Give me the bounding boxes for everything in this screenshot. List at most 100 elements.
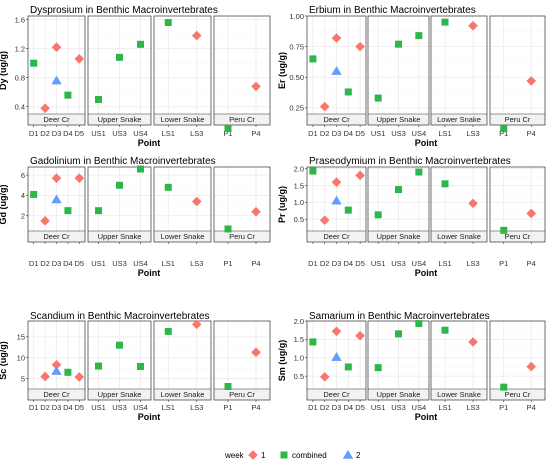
data-point <box>64 368 72 376</box>
x-tick-label: P1 <box>499 129 508 138</box>
x-tick-label: P4 <box>251 403 260 412</box>
facet-strip <box>368 231 429 242</box>
x-tick-label: D2 <box>40 403 50 412</box>
x-tick-label: US3 <box>112 403 127 412</box>
facet-strip <box>28 389 85 400</box>
chart-title: Scandium in Benthic Macroinvertebrates <box>30 311 210 322</box>
facet-border <box>213 15 271 126</box>
x-tick-label: D3 <box>332 259 342 268</box>
facet-strip-label: Deer Cr <box>323 232 350 241</box>
data-point <box>500 125 508 133</box>
y-tick-label: 15 <box>17 333 25 342</box>
x-tick-label: D1 <box>308 403 318 412</box>
data-point <box>164 19 172 27</box>
x-tick-label: D2 <box>320 403 330 412</box>
x-tick-label: D2 <box>40 259 50 268</box>
facet-strip-label: Upper Snake <box>98 232 142 241</box>
data-point <box>319 215 330 226</box>
data-point <box>95 95 102 103</box>
x-tick-label: D3 <box>52 259 62 268</box>
facet-strip <box>490 389 545 400</box>
data-point <box>331 66 342 75</box>
data-point <box>51 194 62 204</box>
data-point <box>415 32 423 40</box>
data-point <box>224 225 232 233</box>
facet-border <box>153 320 212 401</box>
data-point <box>415 168 423 176</box>
y-tick-label: 2.0 <box>294 317 304 326</box>
x-tick-label: D1 <box>29 259 39 268</box>
facet-border <box>489 15 546 126</box>
data-point <box>191 196 202 207</box>
data-point <box>40 103 50 113</box>
data-point <box>374 364 382 372</box>
x-tick-label: D1 <box>29 129 39 138</box>
x-tick-label: LS1 <box>438 129 451 138</box>
y-tick-label: 2.0 <box>294 164 304 173</box>
data-point <box>51 42 62 53</box>
facet-border <box>430 166 488 243</box>
data-point <box>251 81 261 92</box>
x-tick-label: P4 <box>251 259 260 268</box>
facet-strip-label: Upper Snake <box>377 232 421 241</box>
data-point <box>164 183 172 191</box>
x-axis-label: Point <box>138 268 161 278</box>
chart-title: Erbium in Benthic Macroinvertebrates <box>309 5 476 16</box>
x-tick-label: P4 <box>251 129 260 138</box>
x-tick-label: D3 <box>52 403 62 412</box>
x-tick-label: D2 <box>320 259 330 268</box>
y-tick-label: 1.00 <box>289 12 304 21</box>
x-tick-label: LS3 <box>466 259 479 268</box>
chart-title: Samarium in Benthic Macroinvertebrates <box>309 311 490 322</box>
legend-label: 2 <box>356 451 361 460</box>
y-tick-label: 1.6 <box>15 15 25 24</box>
facet-panel <box>154 167 211 231</box>
data-point <box>441 326 449 334</box>
facet-strip <box>368 114 429 125</box>
data-point <box>309 338 317 346</box>
x-tick-label: D5 <box>75 259 85 268</box>
y-axis-label: Sc (ug/g) <box>0 341 8 380</box>
x-tick-label: LS1 <box>162 129 175 138</box>
data-point <box>251 347 261 358</box>
x-tick-label: LS1 <box>438 259 451 268</box>
facet-strip-label: Peru Cr <box>229 232 255 241</box>
data-point <box>331 352 342 361</box>
legend-key <box>248 450 258 460</box>
data-point <box>95 207 102 215</box>
facet-strip <box>154 231 211 242</box>
x-tick-label: LS3 <box>466 129 479 138</box>
x-tick-label: US4 <box>412 403 427 412</box>
facet-strip <box>431 231 487 242</box>
data-point <box>164 327 172 335</box>
facet-strip <box>214 389 270 400</box>
y-tick-label: 10 <box>17 354 25 363</box>
x-tick-label: D2 <box>40 129 50 138</box>
data-point <box>51 360 62 370</box>
facet-strip-label: Deer Cr <box>323 390 350 399</box>
facet-strip <box>28 231 85 242</box>
facet-strip <box>431 389 487 400</box>
facet-border <box>489 320 546 401</box>
x-tick-label: D1 <box>308 259 318 268</box>
data-point <box>251 206 261 217</box>
y-tick-label: 0.4 <box>15 103 25 112</box>
data-point <box>224 125 232 133</box>
x-tick-label: US4 <box>412 129 427 138</box>
facet-strip <box>490 114 545 125</box>
y-axis-label: Gd (ug/g) <box>0 185 8 225</box>
x-tick-label: P1 <box>499 403 508 412</box>
facet-border <box>153 166 212 243</box>
x-tick-label: LS3 <box>466 403 479 412</box>
data-point <box>64 91 72 99</box>
data-point <box>95 362 102 370</box>
data-point <box>30 190 38 198</box>
chart-title: Dysprosium in Benthic Macroinvertebrates <box>30 5 218 16</box>
x-tick-label: US1 <box>91 403 106 412</box>
facet-strip <box>307 114 366 125</box>
y-tick-label: 0.5 <box>294 215 304 224</box>
x-axis-label: Point <box>138 138 161 148</box>
facet-panel <box>431 167 487 231</box>
